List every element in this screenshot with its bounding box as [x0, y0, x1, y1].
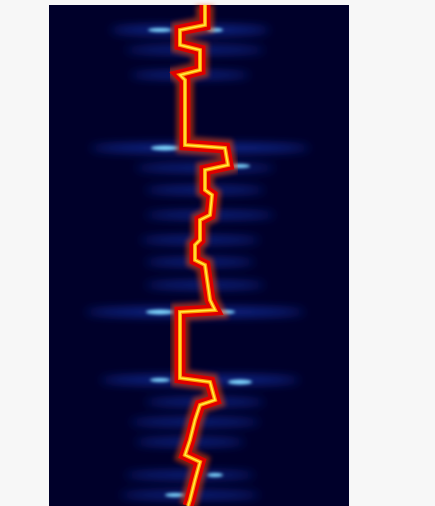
page: Heatmap trace {} html, body { margin: 0;… [0, 0, 435, 506]
image [0, 0, 435, 506]
body [0, 0, 435, 506]
